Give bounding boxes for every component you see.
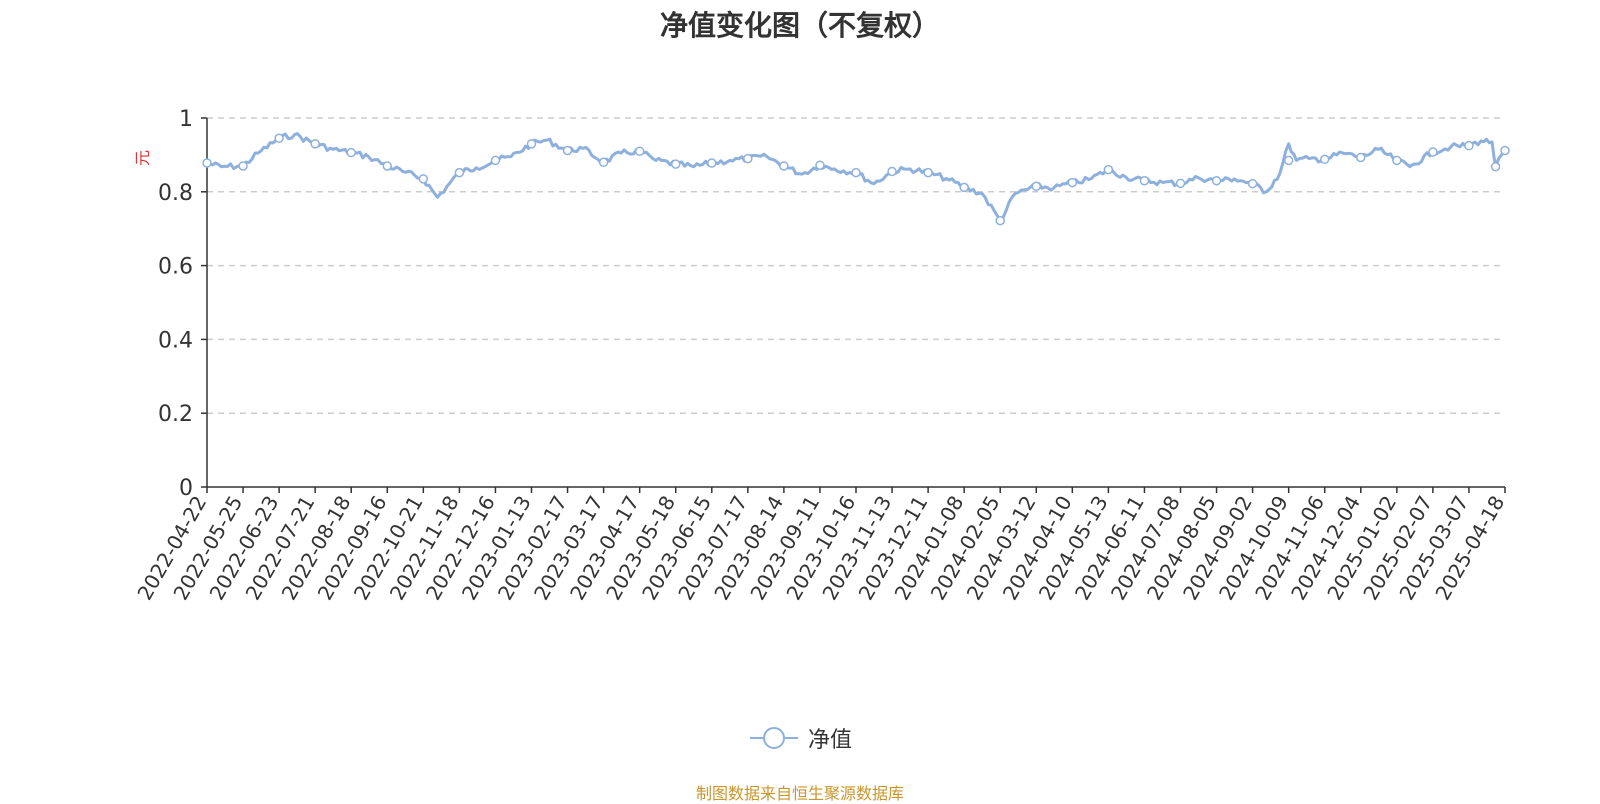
data-point <box>743 153 753 164</box>
data-point <box>1319 154 1330 165</box>
data-point <box>1247 178 1258 189</box>
legend[interactable]: 净值 <box>0 722 1600 754</box>
data-point <box>1031 181 1042 192</box>
data-point <box>1067 177 1078 188</box>
axis-layer: 00.20.40.60.812022-04-222022-05-252022-0… <box>132 107 1509 604</box>
chart-title: 净值变化图（不复权） <box>659 9 940 42</box>
data-point <box>1283 155 1294 166</box>
data-point <box>887 166 897 177</box>
data-point <box>1464 140 1474 151</box>
y-tick-label: 0.6 <box>158 255 193 280</box>
data-point <box>1392 155 1402 166</box>
data-point <box>851 167 861 178</box>
legend-label: 净值 <box>807 728 852 753</box>
grid-layer <box>207 117 1505 414</box>
y-tick-label: 0.2 <box>158 402 193 427</box>
data-point <box>1211 175 1222 186</box>
data-point <box>202 158 212 168</box>
data-point <box>490 155 501 166</box>
legend-line-icon <box>749 727 798 749</box>
data-point <box>923 167 933 178</box>
data-point <box>382 161 393 171</box>
data-point <box>670 159 681 169</box>
data-point <box>1428 147 1438 157</box>
y-tick-label: 1 <box>179 107 193 132</box>
data-point <box>815 160 825 170</box>
source-note: 制图数据来自恒生聚源数据库 <box>695 784 904 803</box>
data-point <box>454 167 465 178</box>
data-point <box>238 161 248 171</box>
data-point <box>995 215 1005 226</box>
data-point <box>346 147 356 158</box>
data-point <box>779 161 789 171</box>
y-tick-label: 0.4 <box>158 328 193 353</box>
data-point <box>1490 161 1501 172</box>
data-point <box>598 157 609 168</box>
data-point <box>418 174 429 184</box>
data-point <box>310 139 320 149</box>
data-point <box>562 145 573 156</box>
data-point <box>959 182 969 193</box>
data-point <box>707 158 717 168</box>
y-tick-label: 0 <box>179 476 193 501</box>
marker-layer <box>202 133 1510 226</box>
data-point <box>274 133 284 144</box>
data-point <box>1139 175 1150 186</box>
y-axis-label: 元 <box>133 150 152 166</box>
data-point <box>526 139 537 149</box>
y-tick-label: 0.8 <box>158 181 193 206</box>
data-point <box>1500 145 1510 156</box>
data-point <box>634 146 645 156</box>
data-point <box>1175 178 1186 189</box>
data-point <box>1356 152 1366 163</box>
data-point <box>1103 164 1114 175</box>
